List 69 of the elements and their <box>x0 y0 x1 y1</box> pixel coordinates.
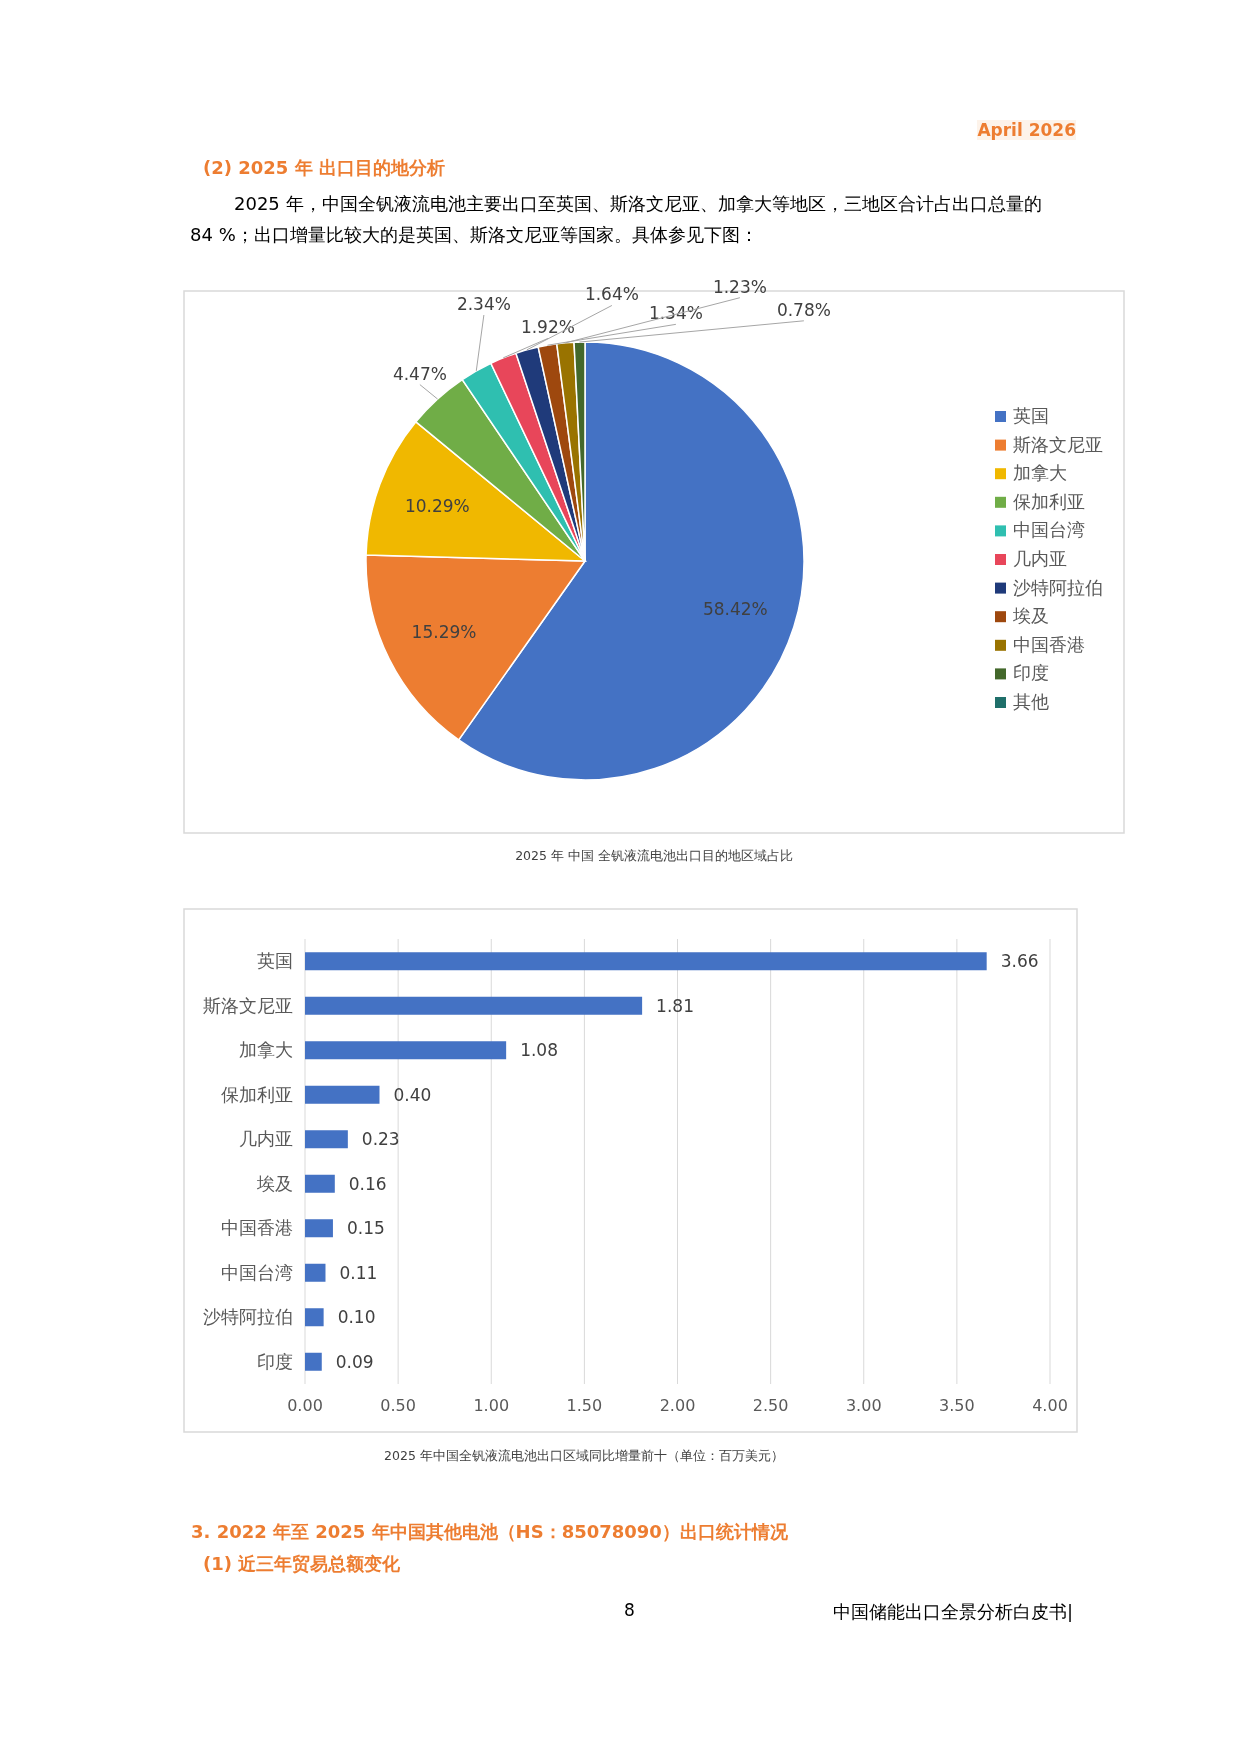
y-tick-label: 英国 <box>257 950 293 972</box>
text: 2025 年中国全钒液流电池出口区域同比增量前十（单位：百万美元） <box>384 1448 784 1463</box>
x-tick-label: 0.00 <box>287 1396 323 1415</box>
data-label: 0.09 <box>335 1351 374 1372</box>
data-label: 1.64% <box>584 284 639 305</box>
bar <box>305 1308 324 1327</box>
text: 8 <box>624 1600 635 1620</box>
y-tick-label: 斯洛文尼亚 <box>203 994 293 1016</box>
bar <box>305 996 643 1015</box>
y-tick-label: 沙特阿拉伯 <box>203 1306 293 1328</box>
data-label: 0.40 <box>393 1084 432 1105</box>
data-label: 1.34% <box>648 303 703 324</box>
data-label: 0.78% <box>776 299 831 320</box>
x-tick-label: 0.50 <box>380 1396 416 1415</box>
text: April 2026 <box>977 120 1076 140</box>
y-tick-label: 保加利亚 <box>221 1083 293 1105</box>
x-tick-label: 3.50 <box>939 1396 975 1415</box>
legend-label: 英国 <box>1013 405 1049 426</box>
x-tick-label: 1.00 <box>473 1396 510 1415</box>
legend-label: 印度 <box>1013 662 1049 684</box>
data-label: 0.10 <box>337 1307 376 1328</box>
text: 中国储能出口全景分析白皮书| <box>832 1600 1073 1624</box>
legend-label: 加拿大 <box>1013 462 1067 484</box>
bar <box>305 1352 322 1371</box>
x-tick-label: 3.00 <box>845 1396 882 1415</box>
data-label: 2.34% <box>456 294 511 314</box>
data-label: 3.66 <box>1000 951 1039 972</box>
text: 2025 年，中国全钒液流电池主要出口至英国、斯洛文尼亚、加拿大等地区，三地区合计占出口总量的 84 %；出口增量比较大的是英国、斯洛文尼亚等国家。具体参见下图： <box>190 192 1043 247</box>
legend-label: 埃及 <box>1012 605 1049 627</box>
data-label: 1.23% <box>712 276 767 297</box>
data-label: 58.42% <box>702 598 768 619</box>
bar <box>305 1174 335 1193</box>
data-label: 15.29% <box>411 621 477 642</box>
data-label: 0.23 <box>361 1129 400 1150</box>
data-label: 1.08 <box>520 1040 559 1061</box>
data-label: 1.92% <box>520 317 575 338</box>
legend-label: 中国台湾 <box>1013 519 1085 541</box>
x-tick-label: 2.50 <box>752 1396 789 1415</box>
legend-label: 中国香港 <box>1013 633 1085 655</box>
y-tick-label: 中国台湾 <box>221 1261 293 1283</box>
x-tick-label: 4.00 <box>1032 1396 1068 1415</box>
bar <box>305 1130 348 1149</box>
x-tick-label: 2.00 <box>659 1396 696 1415</box>
data-label: 0.11 <box>339 1262 378 1283</box>
legend-label: 沙特阿拉伯 <box>1013 576 1103 598</box>
legend-label: 斯洛文尼亚 <box>1013 433 1103 455</box>
legend-label: 保加利亚 <box>1013 490 1085 512</box>
data-label: 0.16 <box>348 1173 387 1194</box>
text: (1) 近三年贸易总额变化 <box>203 1552 401 1576</box>
data-label: 4.47% <box>392 363 447 384</box>
legend-label: 几内亚 <box>1013 548 1067 569</box>
text: 2025 年 中国 全钒液流电池出口目的地区域占比 <box>515 848 793 863</box>
bar <box>305 1085 380 1104</box>
text: (2) 2025 年 出口目的地分析 <box>203 156 445 180</box>
y-tick-label: 印度 <box>257 1350 293 1372</box>
bar <box>305 1263 326 1282</box>
data-label: 10.29% <box>404 495 470 516</box>
bar <box>305 1219 333 1238</box>
legend-label: 其他 <box>1013 691 1049 712</box>
bar <box>305 952 987 971</box>
text: 3. 2022 年至 2025 年中国其他电池（HS：85078090）出口统计情况 <box>191 1520 788 1544</box>
bar <box>305 1041 507 1060</box>
y-tick-label: 加拿大 <box>239 1039 293 1061</box>
data-label: 1.81 <box>656 995 694 1016</box>
x-tick-label: 1.50 <box>566 1396 603 1415</box>
y-tick-label: 几内亚 <box>239 1128 293 1150</box>
y-tick-label: 埃及 <box>256 1172 293 1194</box>
data-label: 0.15 <box>346 1218 385 1239</box>
y-tick-label: 中国香港 <box>221 1217 293 1239</box>
